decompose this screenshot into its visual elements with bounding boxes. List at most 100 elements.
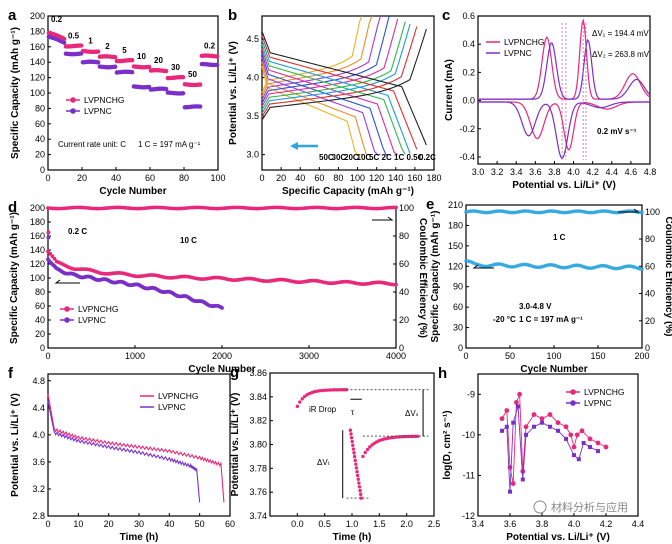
gitt-point: [320, 388, 324, 393]
panel-label: b: [228, 7, 237, 24]
y-tick-label: 3.6: [32, 457, 45, 467]
y-tick-label: 60: [453, 302, 463, 312]
legend-marker: [70, 97, 76, 103]
y-tick-label: 180: [30, 26, 45, 36]
panel-label: g: [230, 364, 239, 381]
ce-point: [212, 206, 216, 211]
ce-point: [273, 205, 278, 210]
plot-frame: [477, 15, 651, 165]
y-tick-label: 0: [40, 165, 45, 175]
rate-label: 1 C: [553, 233, 566, 242]
y-tick-label: 4.8: [32, 376, 45, 386]
ce-point: [254, 206, 259, 211]
ce-point: [292, 206, 297, 211]
rate-label: 50: [188, 70, 197, 79]
ce-point: [54, 206, 58, 211]
y-tick-label: 4.4: [32, 403, 45, 413]
rate-legend-20C: 20C: [344, 153, 359, 162]
discharge-curve-0.5C: [261, 35, 418, 150]
capacity-point-lvpnchg: [50, 254, 55, 259]
ce-point: [196, 205, 200, 210]
x-axis-label: Time (h): [120, 532, 159, 543]
y2-tick-label: 0: [645, 343, 650, 353]
ce-point: [56, 206, 61, 211]
delta-vs-label: ΔVₛ: [405, 409, 419, 418]
y2-tick-label: 80: [399, 231, 409, 241]
y-tick-label: 120: [30, 259, 45, 269]
legend-marker: [64, 306, 70, 312]
y-tick-label: 80: [35, 103, 45, 113]
ce-point: [137, 206, 141, 211]
x-tick-label: 2.5: [428, 519, 441, 529]
ce-point: [372, 206, 377, 211]
gitt-point: [298, 400, 302, 404]
x-tick-label: 4.6: [625, 167, 638, 177]
gitt-point: [342, 388, 346, 392]
y-tick-label: 90: [453, 282, 463, 292]
y-tick-label: 160: [30, 42, 45, 52]
diffusion-point-lvpnc: [516, 404, 520, 409]
x-tick-label: 60: [145, 173, 155, 183]
gitt-point: [322, 388, 327, 392]
cv-cathodic-lvpnc: [478, 101, 651, 160]
rate-label: 0.2: [204, 41, 216, 50]
diffusion-point-lvpnc: [576, 457, 581, 462]
data-point-lvpnc: [163, 86, 169, 92]
y-tick-label: 100: [30, 273, 45, 283]
data-point-lvpnchg: [146, 64, 152, 70]
plot-frame: [477, 373, 639, 517]
panel-label: e: [426, 196, 434, 213]
legend-label: LVPNC: [504, 48, 532, 58]
panel-label: h: [438, 365, 447, 382]
gitt-point: [357, 481, 361, 485]
x-tick-label: 3000: [299, 351, 319, 361]
diffusion-point-lvpnchg: [579, 428, 585, 434]
diffusion-point-lvpnchg: [499, 416, 505, 422]
diffusion-point-lvpnc: [540, 420, 544, 425]
diffusion-point-lvpnchg: [520, 468, 526, 474]
y2-tick-label: 100: [399, 203, 414, 213]
x-tick-label: 2000: [212, 351, 232, 361]
legend-label: LVPNC: [584, 398, 612, 408]
rate-10c-label: 10 C: [180, 236, 197, 245]
cv-anodic-lvpnc: [478, 38, 651, 100]
gitt-point: [317, 389, 322, 393]
diffusion-point-lvpnc: [596, 449, 600, 454]
ce-point: [233, 205, 238, 210]
y-tick-label: 140: [30, 245, 45, 255]
rate-02c-label: 0.2 C: [68, 227, 87, 236]
data-point-lvpnc: [214, 62, 220, 68]
legend-label: LVPNCHG: [78, 304, 118, 314]
y-tick-label: 4.5: [246, 34, 259, 44]
ce-point: [316, 205, 321, 210]
y-tick-label: 180: [30, 217, 45, 227]
y-tick-label: 210: [448, 200, 463, 210]
ce-point: [91, 206, 96, 211]
diffusion-point-lvpnc: [524, 432, 528, 437]
note-current-unit: Current rate unit: C: [58, 140, 126, 149]
legend-label: LVPNCHG: [158, 391, 198, 401]
x-tick-label: 120: [369, 173, 384, 183]
panel-b: 0 20 40 60 80 100 120 140 160 180 3.0 3.5 4.0 4.5 Spec…: [228, 7, 442, 197]
charge-curve-0.5C: [261, 26, 418, 117]
initial-point: [46, 230, 51, 235]
ce-point: [113, 205, 117, 210]
y2-tick-label: 40: [645, 289, 655, 299]
y-tick-label: 3.2: [32, 484, 45, 494]
gitt-point: [355, 473, 360, 478]
x-tick-label: 50: [505, 351, 515, 361]
y2-tick-label: 40: [399, 287, 409, 297]
panel-a: 0 20 40 60 80 100020406080100120140160180200C…: [8, 7, 226, 197]
panel-c: 3.0 3.2 3.4 3.6 3.8 4.0 4.2 4.4 4.6 4.8 -0.4 -0.2 0.…: [442, 7, 656, 191]
gitt-point: [351, 447, 356, 451]
discharge-curve-50C: [261, 65, 363, 156]
gitt-point: [325, 388, 329, 392]
watermark-text: 材料分析与应用: [551, 500, 628, 514]
y2-tick-label: 80: [645, 234, 655, 244]
y-tick-label: 3.78: [249, 463, 267, 473]
legend-marker: [64, 317, 70, 323]
data-point-lvpnc: [129, 69, 135, 75]
diffusion-point-lvpnchg: [568, 432, 574, 438]
x-tick-label: 4.8: [644, 167, 657, 177]
